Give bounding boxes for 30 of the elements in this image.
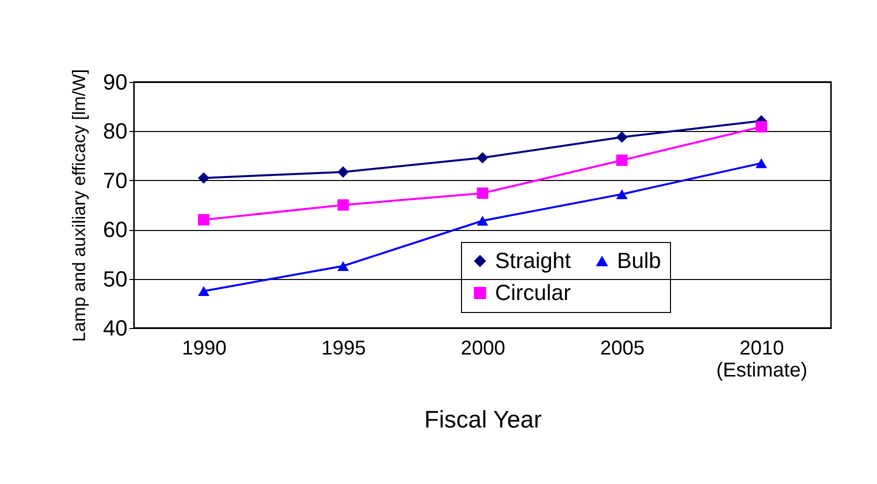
x-tick-label: 2005 bbox=[600, 338, 645, 360]
legend-label: Circular bbox=[495, 280, 571, 305]
x-axis-title: Fiscal Year bbox=[424, 406, 542, 434]
y-tick-label: 40 bbox=[103, 316, 128, 340]
point bbox=[198, 172, 210, 184]
point bbox=[198, 214, 210, 226]
x-tick-label: 1990 bbox=[182, 338, 226, 360]
y-axis-title: Lamp and auxiliary efficacy [lm/W] bbox=[69, 69, 90, 342]
point bbox=[337, 199, 349, 211]
point bbox=[616, 154, 628, 166]
point bbox=[337, 166, 349, 178]
y-tick-label: 90 bbox=[103, 70, 128, 94]
x-tick-label: 1995 bbox=[321, 338, 366, 360]
y-tick-label: 70 bbox=[103, 168, 128, 193]
y-tick-label: 80 bbox=[103, 118, 128, 144]
point bbox=[476, 152, 488, 164]
point bbox=[337, 261, 349, 271]
y-tick-label: 50 bbox=[103, 266, 128, 292]
point bbox=[476, 216, 488, 226]
y-tick-label: 60 bbox=[103, 217, 128, 242]
legend-label: Bulb bbox=[617, 248, 662, 273]
point bbox=[616, 189, 628, 200]
x-tick-label: 2010 (Estimate) bbox=[716, 338, 808, 382]
point bbox=[476, 187, 488, 199]
point bbox=[616, 131, 628, 143]
point bbox=[756, 158, 767, 168]
point bbox=[756, 121, 767, 132]
legend-label: Straight bbox=[495, 248, 571, 273]
x-tick-label: 2000 bbox=[460, 338, 506, 360]
point bbox=[198, 286, 210, 296]
